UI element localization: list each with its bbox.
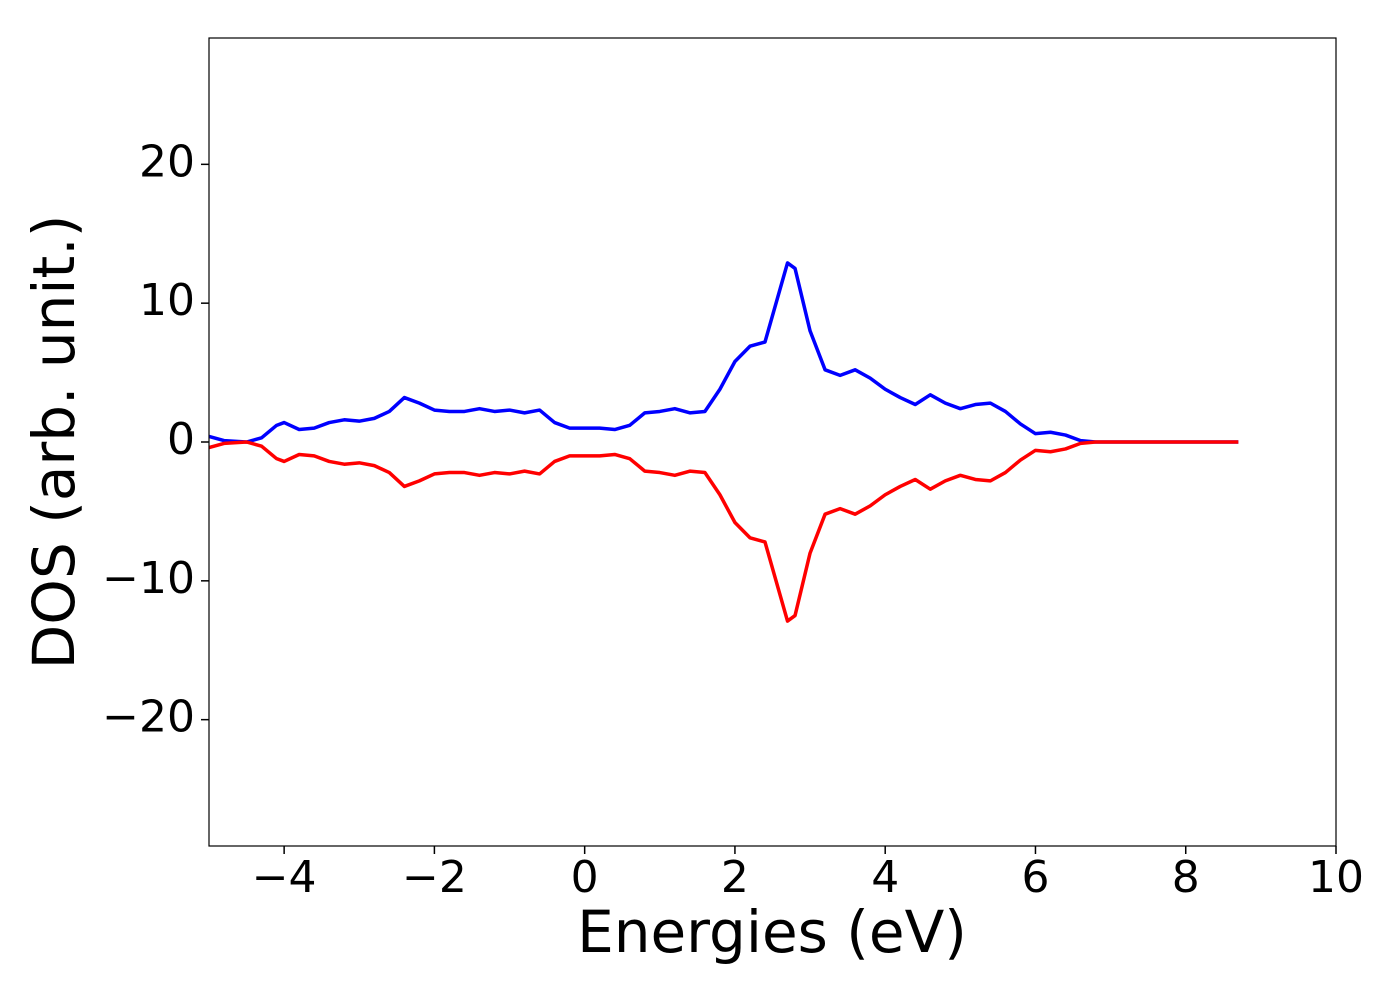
x-tick-label: 4 bbox=[871, 852, 899, 903]
x-tick-label: 8 bbox=[1172, 852, 1200, 903]
y-tick-label: 0 bbox=[167, 414, 195, 465]
y-tick-label: −20 bbox=[102, 692, 195, 743]
series-line bbox=[209, 440, 1239, 623]
y-tick-label: 20 bbox=[139, 136, 195, 187]
x-axis-label: Energies (eV) bbox=[577, 898, 967, 966]
y-tick-label: −10 bbox=[102, 553, 195, 604]
plot-frame bbox=[208, 37, 1337, 847]
x-tick-label: −4 bbox=[252, 852, 317, 903]
x-tick-label: 10 bbox=[1308, 852, 1364, 903]
x-tick-label: 6 bbox=[1021, 852, 1049, 903]
x-tick-label: 2 bbox=[721, 852, 749, 903]
series-line bbox=[209, 261, 1239, 444]
x-tick-label: 0 bbox=[571, 852, 599, 903]
x-tick-label: −2 bbox=[402, 852, 467, 903]
y-axis-label: DOS (arb. unit.) bbox=[20, 215, 88, 670]
y-tick-label: 10 bbox=[139, 275, 195, 326]
